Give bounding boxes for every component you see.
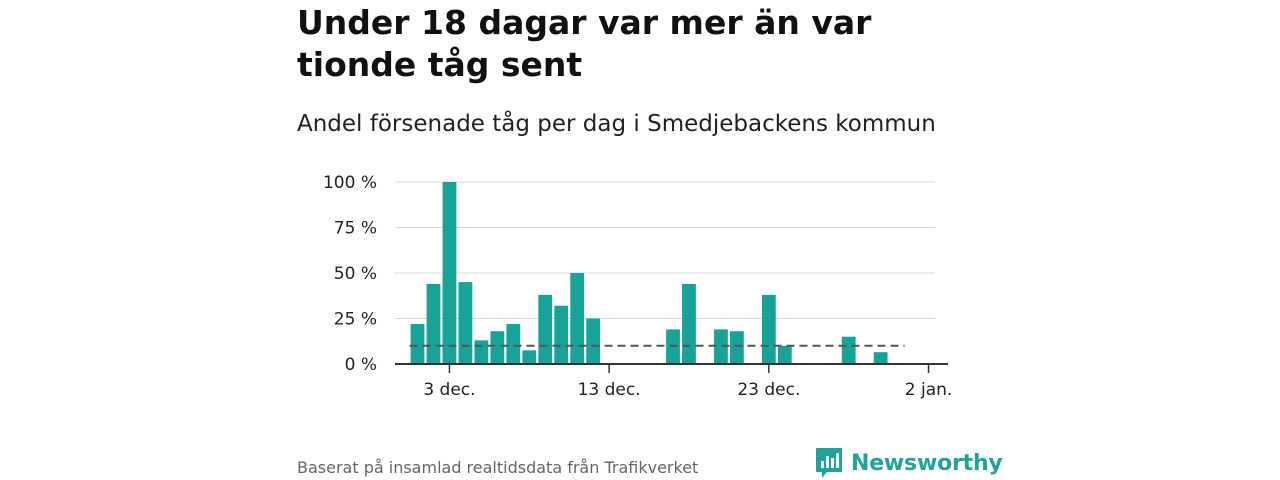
x-tick-label: 13 dec.: [578, 380, 641, 400]
y-tick-label: 25 %: [334, 310, 377, 330]
bar: [426, 283, 441, 364]
bar: [714, 329, 728, 364]
chart-subtitle: Andel försenade tåg per dag i Smedjeback…: [297, 111, 936, 137]
bar: [682, 283, 696, 364]
bar: [442, 182, 457, 364]
y-tick-label: 0 %: [345, 355, 377, 375]
grid-lines: [395, 181, 935, 319]
bar: [841, 336, 856, 364]
bar: [570, 273, 585, 364]
bar: [873, 352, 888, 364]
bar: [730, 331, 744, 364]
x-axis: 3 dec. 13 dec. 23 dec. 2 jan.: [395, 363, 953, 400]
bar: [538, 294, 553, 364]
bar: [586, 318, 601, 364]
bar: [522, 350, 537, 364]
bar: [506, 323, 521, 364]
source-note: Baserat på insamlad realtidsdata från Tr…: [297, 458, 699, 477]
newsworthy-logo: Newsworthy: [815, 446, 1003, 480]
bar: [490, 331, 505, 364]
x-tick-label: 2 jan.: [905, 380, 953, 400]
bar: [410, 323, 425, 364]
bar: [554, 305, 569, 364]
y-tick-label: 50 %: [334, 264, 377, 284]
bar: [458, 282, 473, 364]
bar: [761, 294, 776, 364]
x-tick-label: 3 dec.: [423, 380, 475, 400]
newsworthy-logo-icon: [816, 448, 842, 478]
y-tick-label: 75 %: [334, 219, 377, 239]
y-axis-labels: 0 % 25 % 50 % 75 % 100 %: [323, 173, 377, 375]
bar: [474, 340, 489, 364]
brand-name: Newsworthy: [851, 450, 1003, 476]
x-tick-label: 23 dec.: [737, 380, 800, 400]
bar: [777, 345, 792, 364]
bar-chart: 0 % 25 % 50 % 75 % 100 % 3 dec. 13 dec. 23 dec…: [323, 173, 953, 400]
chart-title: Under 18 dagar var mer än var tionde tåg…: [297, 3, 872, 84]
y-tick-label: 100 %: [323, 173, 377, 193]
